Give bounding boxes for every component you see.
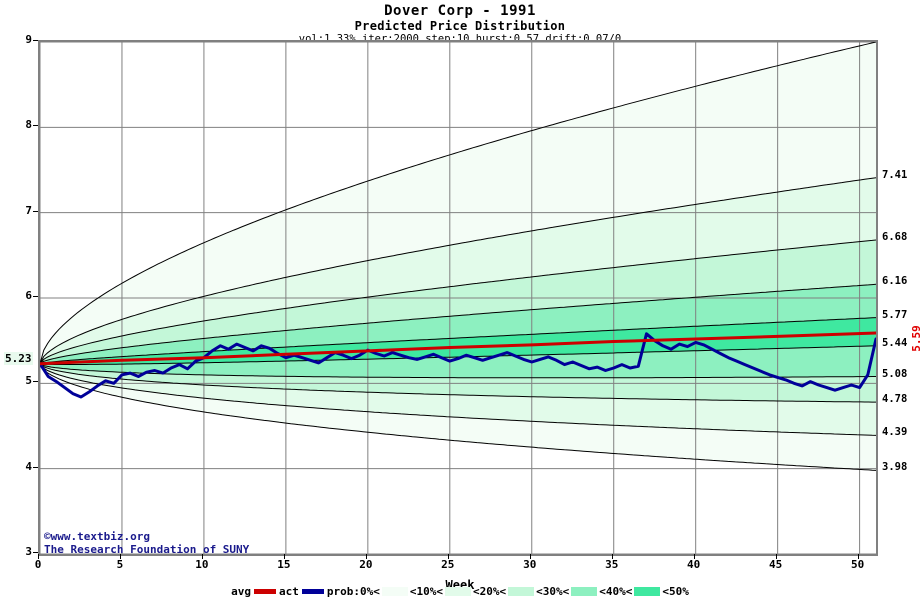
right-axis-label: 6.16 [882, 275, 908, 288]
watermark-org: The Research Foundation of SUNY [44, 543, 250, 556]
right-axis-label: 5.77 [882, 308, 908, 321]
legend-band-swatch [571, 587, 598, 596]
chart-canvas [40, 42, 876, 554]
legend-band-label: <30%< [536, 585, 570, 598]
legend-band-swatch [381, 587, 408, 596]
chart-title: Dover Corp - 1991 [384, 3, 536, 19]
y-tick-mark [33, 210, 38, 212]
y-tick-label: 3 [25, 545, 32, 558]
x-tick-label: 0 [34, 558, 42, 571]
x-tick-label: 30 [523, 558, 537, 571]
x-tick-label: 10 [195, 558, 209, 571]
legend-band-label: <20%< [472, 585, 507, 598]
right-axis-label: 4.39 [882, 426, 908, 439]
legend-avg-label: avg [231, 585, 251, 598]
y-tick-label: 7 [25, 203, 32, 217]
y-tick-label: 4 [25, 459, 32, 473]
x-tick-mark [693, 554, 695, 559]
x-tick-mark [283, 554, 285, 559]
x-tick-mark [447, 554, 449, 559]
x-tick-label: 20 [359, 558, 373, 571]
y-tick-mark [33, 381, 38, 383]
x-tick-label: 5 [116, 558, 124, 571]
x-tick-mark [365, 554, 367, 559]
chart-subtitle: Predicted Price Distribution [354, 19, 566, 33]
x-tick-mark [857, 554, 859, 559]
right-axis-label: 5.44 [882, 336, 908, 349]
y-tick-mark [33, 296, 38, 297]
x-tick-label: 40 [687, 558, 701, 571]
x-tick-mark [201, 554, 203, 559]
x-tick-mark [611, 554, 613, 559]
x-tick-label: 15 [277, 558, 291, 571]
x-tick-label: 25 [441, 558, 455, 571]
y-tick-label: 6 [25, 289, 32, 302]
legend-band-swatch [508, 587, 535, 596]
x-tick-mark [529, 554, 531, 559]
y-tick-mark [33, 552, 38, 553]
current-price-label: 5.23 [4, 352, 33, 365]
chart-legend: avg act prob:0%< <10%< <20%< <30%< <40%< <50% [0, 585, 920, 598]
right-axis-label: 4.78 [882, 393, 908, 406]
y-tick-mark [33, 466, 38, 468]
y-tick-label: 8 [25, 118, 32, 132]
x-tick-label: 50 [850, 558, 865, 571]
legend-band-swatch [634, 587, 661, 596]
right-axis-label: 3.98 [882, 461, 908, 474]
right-axis-label: 7.41 [882, 168, 908, 181]
watermark-site: ©www.textbiz.org [44, 530, 150, 543]
legend-band-swatch [444, 587, 471, 596]
final-average-label: 5.59 [909, 325, 920, 352]
legend-band-label: <40%< [599, 585, 633, 598]
y-tick-mark [33, 40, 38, 41]
x-tick-label: 45 [769, 558, 783, 571]
x-tick-mark [119, 554, 121, 559]
x-tick-mark [775, 554, 777, 559]
watermark: ©www.textbiz.org The Research Foundation… [44, 530, 249, 556]
x-tick-mark [38, 554, 39, 559]
legend-avg-line [254, 589, 276, 594]
plot-area [38, 40, 878, 556]
right-axis-label: 5.08 [882, 367, 908, 380]
right-axis-label: 6.68 [882, 230, 908, 243]
y-tick-mark [33, 125, 38, 127]
x-tick-label: 35 [605, 558, 619, 571]
y-tick-label: 5 [25, 374, 32, 388]
y-tick-label: 9 [25, 33, 32, 46]
legend-band-label: <50% [662, 585, 689, 598]
legend-act-label: act [279, 585, 299, 598]
legend-act-line [301, 589, 324, 594]
legend-band-label: <10%< [409, 585, 443, 598]
legend-prob-label: prob:0%< [326, 585, 380, 598]
